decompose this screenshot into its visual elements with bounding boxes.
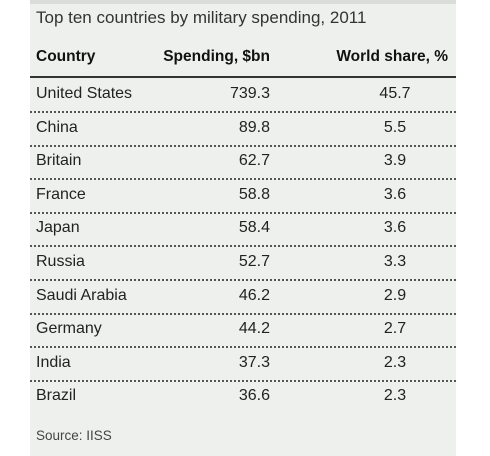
top-strip [30,0,456,4]
world-share-cell: 3.9 [383,152,407,170]
world-share-cell: 2.7 [383,320,407,338]
spending-cell: 58.4 [238,219,270,237]
world-share-cell: 2.9 [383,286,407,304]
world-share-cell: 3.6 [383,185,407,203]
world-share-cell: 5.5 [383,118,407,136]
column-header-country: Country [36,48,96,65]
spending-cell: 62.7 [238,152,270,170]
column-header-world-share: World share, % [336,48,448,65]
spending-cell: 58.8 [238,185,270,203]
chart-title: Top ten countries by military spending, … [36,8,367,27]
world-share-cell: 3.3 [383,253,407,270]
spending-cell: 36.6 [238,387,270,405]
table-row: Britain 62.7 3.9 [30,145,456,181]
country-cell: Saudi Arabia [36,286,127,304]
spending-cell: 89.8 [238,118,270,136]
table-row: Saudi Arabia 46.2 2.9 [30,280,456,315]
country-cell: Brazil [36,387,77,405]
table-row: Germany 44.2 2.7 [30,313,456,349]
world-share-cell: 3.6 [383,219,407,237]
header-rule [30,76,456,78]
spending-cell: 46.2 [238,286,270,304]
chart-panel: Top ten countries by military spending, … [30,0,456,456]
table-row: China 89.8 5.5 [30,112,456,147]
country-cell: United States [36,85,133,102]
spending-cell: 37.3 [238,353,270,371]
world-share-cell: 45.7 [379,85,411,102]
country-cell: China [36,118,78,136]
table-row: India 37.3 2.3 [30,347,456,382]
column-header-spending: Spending, $bn [163,48,270,65]
table-row: Russia 52.7 3.3 [30,246,456,281]
country-cell: Britain [36,152,82,170]
table-header: Country Spending, $bn World share, % [30,40,456,76]
country-cell: Russia [36,253,85,270]
country-cell: India [36,353,71,371]
spending-cell: 739.3 [229,85,270,102]
country-cell: Germany [36,320,102,338]
world-share-cell: 2.3 [383,387,407,405]
world-share-cell: 2.3 [383,353,407,371]
table-row: Japan 58.4 3.6 [30,212,456,248]
spending-cell: 44.2 [238,320,270,338]
table-row: Brazil 36.6 2.3 [30,380,456,413]
source-note: Source: IISS [36,428,112,443]
table-row: France 58.8 3.6 [30,179,456,214]
country-cell: France [36,185,86,203]
table-row: United States 739.3 45.7 [30,78,456,113]
country-cell: Japan [36,219,80,237]
spending-cell: 52.7 [238,253,270,270]
